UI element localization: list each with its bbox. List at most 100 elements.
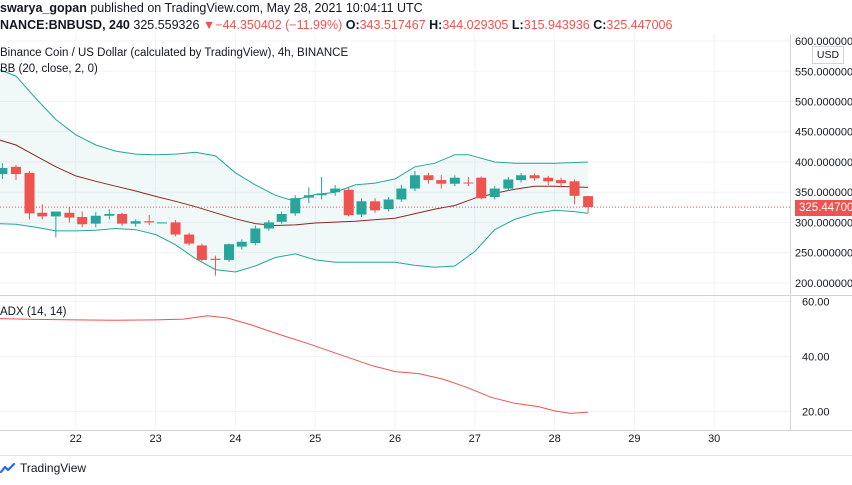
adx-tick-label: 60.00 [802, 297, 830, 309]
price-tick-label: 400.000000 [795, 157, 852, 169]
low-value: 315.943936 [523, 18, 590, 32]
candle-down [117, 213, 128, 224]
adx-legend[interactable]: ADX (14, 14) [0, 306, 67, 318]
price-tick-label: 300.000000 [795, 217, 852, 229]
close-value: 325.447006 [606, 18, 673, 32]
adx-line [0, 315, 589, 414]
candle-up [276, 213, 287, 222]
candle-up [316, 193, 327, 196]
price-tick-label: 550.000000 [795, 66, 852, 78]
price-tick-label: 250.000000 [795, 248, 852, 260]
candle-up [356, 201, 367, 215]
open-label: O: [345, 18, 360, 32]
candle-up [383, 199, 394, 210]
adx-tick-label: 20.00 [802, 407, 830, 419]
bb-legend[interactable]: BB (20, close, 2, 0) [0, 63, 98, 75]
currency-label[interactable]: USD [812, 46, 844, 64]
price-tick-label: 600.000000 [795, 36, 852, 48]
candle-down [144, 221, 155, 223]
candles [0, 163, 790, 276]
time-tick-label: 25 [309, 433, 321, 445]
time-tick-label: 24 [229, 433, 241, 445]
bb-basis-line [0, 139, 589, 227]
candle-down [64, 212, 75, 218]
time-tick-label: 23 [149, 433, 161, 445]
candle-down [77, 216, 88, 225]
symbol-label: NANCE:BNBUSD, 240 [0, 18, 130, 32]
change-arrow-icon: ▼ [202, 18, 216, 32]
tradingview-brand[interactable]: TradingView [0, 459, 86, 477]
price-tick-label: 200.000000 [795, 278, 852, 290]
candle-up [104, 213, 115, 216]
candle-down [529, 175, 540, 179]
candle-down [184, 234, 195, 244]
open-value: 343.517467 [359, 18, 426, 32]
tradingview-logo-icon [0, 462, 16, 474]
bb-fill-area [0, 69, 589, 272]
candle-up [156, 222, 167, 224]
low-label: L: [511, 18, 524, 32]
candle-down [24, 172, 35, 214]
time-tick-label: 26 [389, 433, 401, 445]
last-price: 325.559326 [133, 18, 200, 32]
candle-down [370, 201, 381, 211]
candle-down [436, 180, 447, 184]
bb-fill [0, 69, 589, 272]
bb-lines [0, 69, 589, 273]
candle-down [196, 245, 207, 260]
author-name[interactable]: swarya_gopan [0, 1, 87, 15]
candle-up [396, 188, 407, 200]
price-tick-label: 450.000000 [795, 127, 852, 139]
candle-down [210, 258, 221, 260]
candle-up [236, 241, 247, 247]
adx-series [0, 315, 589, 414]
candle-down [555, 180, 566, 184]
high-value: 344.029305 [442, 18, 509, 32]
price-tick-label: 500.000000 [795, 96, 852, 108]
adx-axis-labels: 20.00 40.00 60.00 [802, 297, 830, 419]
candle-up [130, 221, 141, 224]
axes [0, 34, 852, 456]
candle-down [476, 177, 487, 199]
candle-up [503, 179, 514, 189]
price-change: −44.350402 (−11.99%) [215, 18, 343, 32]
price-axis-labels: 200.000000 250.000000 300.000000 350.000000… [795, 36, 852, 290]
candle-up [0, 168, 8, 175]
candle-up [290, 198, 301, 214]
time-tick-label: 27 [469, 433, 481, 445]
candle-down [343, 189, 354, 216]
close-label: C: [593, 18, 607, 32]
candle-down [10, 166, 21, 175]
bb-lower-line [0, 209, 589, 273]
candle-down [543, 177, 554, 182]
candle-up [489, 188, 500, 198]
candle-down [170, 222, 181, 235]
high-label: H: [429, 18, 443, 32]
candle-up [50, 211, 61, 217]
bb-upper-line [0, 69, 589, 201]
candle-up [90, 215, 101, 224]
candle-up [449, 177, 460, 184]
time-tick-label: 30 [708, 433, 720, 445]
candle-up [263, 222, 274, 229]
candle-down [463, 182, 474, 184]
candle-down [569, 181, 580, 196]
candle-down [423, 175, 434, 181]
candle-up [250, 228, 261, 243]
ohlc-header: NANCE:BNBUSD, 240 325.559326 ▼−44.350402… [0, 16, 672, 34]
candle-up [516, 175, 527, 181]
candle-down [37, 212, 48, 217]
brand-name: TradingView [20, 461, 87, 475]
candle-up [330, 188, 341, 193]
price-tick-label: 350.000000 [795, 187, 852, 199]
last-price-badge: 325.447006 [795, 200, 852, 216]
publish-text: published on TradingView.com, May 28, 20… [90, 1, 423, 15]
candle-up [303, 195, 314, 198]
time-tick-label: 28 [548, 433, 560, 445]
candle-up [224, 244, 235, 260]
adx-tick-label: 40.00 [802, 352, 830, 364]
time-tick-label: 29 [628, 433, 640, 445]
time-axis-labels: 22 23 24 25 26 27 28 29 30 [70, 433, 721, 445]
time-tick-label: 22 [70, 433, 82, 445]
